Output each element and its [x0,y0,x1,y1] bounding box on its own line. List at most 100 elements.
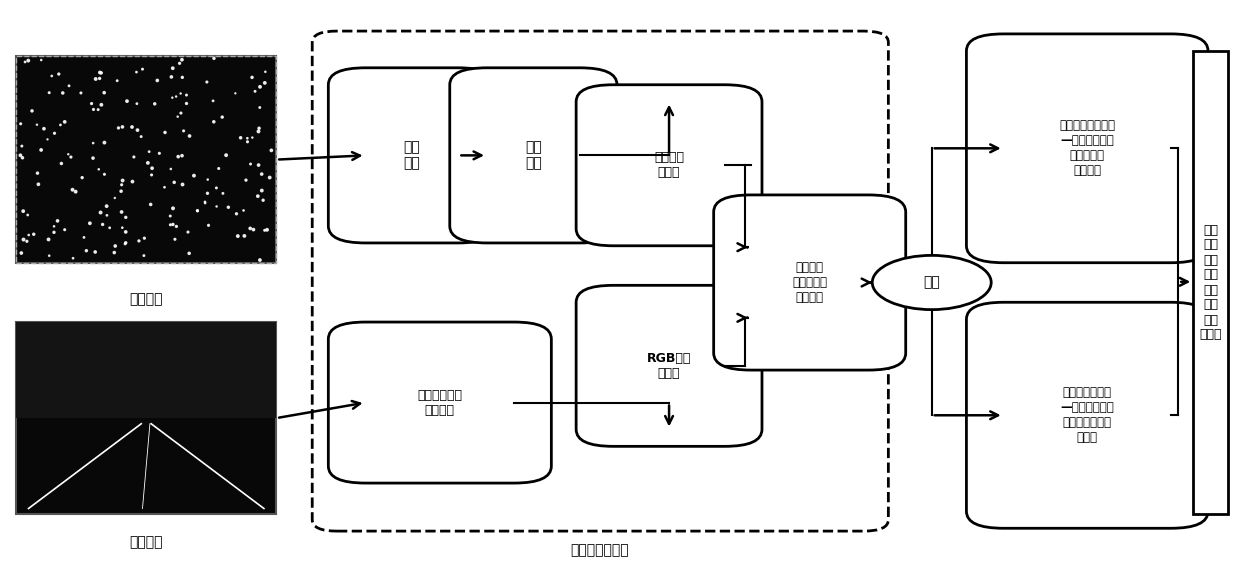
FancyBboxPatch shape [328,68,496,243]
Point [115,238,135,247]
Point [83,154,103,163]
Point [207,202,227,211]
Point [187,206,207,215]
Point [12,142,32,151]
Point [197,189,217,198]
Point [28,180,48,189]
Point [212,112,232,121]
Point [94,170,114,179]
Point [172,55,192,64]
Point [187,206,207,215]
Point [172,151,192,160]
Point [89,165,109,174]
Point [27,120,47,129]
Point [27,168,47,177]
Point [195,197,214,206]
Text: 图片数据: 图片数据 [129,536,164,549]
Point [180,249,199,258]
Point [90,68,110,77]
Text: 激光点云
候选框: 激光点云 候选框 [654,151,684,179]
Point [172,73,192,82]
Point [177,99,197,108]
Point [11,249,31,258]
Point [227,209,247,218]
Point [58,150,78,159]
Point [240,224,260,233]
Point [166,222,186,231]
Point [165,178,185,187]
Point [242,73,261,82]
Point [249,160,269,170]
Point [33,124,53,133]
FancyBboxPatch shape [576,285,762,446]
Point [12,153,32,162]
Point [161,72,181,81]
Point [48,69,68,79]
FancyBboxPatch shape [576,85,762,246]
Point [55,118,74,127]
Point [230,133,250,142]
Point [14,207,33,216]
Point [59,81,79,90]
Point [128,125,147,134]
Point [180,132,199,141]
Point [85,75,105,84]
Point [42,71,62,80]
Point [225,89,245,98]
Point [129,236,149,245]
Point [90,208,110,217]
Point [250,255,270,264]
Point [53,89,73,98]
Point [81,219,100,228]
Point [171,108,191,118]
Point [72,173,92,182]
Point [45,222,64,231]
Point [109,123,129,132]
Point [234,206,254,215]
Point [31,145,51,154]
Point [177,90,197,99]
Point [228,232,248,241]
Point [243,133,263,142]
Circle shape [872,255,991,310]
Point [185,171,204,180]
Point [92,100,112,109]
Point [160,211,180,220]
Point [260,173,280,182]
Point [45,129,64,138]
Point [244,225,264,234]
Point [66,187,85,196]
Text: 点晰
投射: 点晰 投射 [404,140,420,171]
FancyBboxPatch shape [714,195,906,370]
Point [150,149,170,158]
Point [77,246,97,255]
Text: 卷积神经网络
特征提取: 卷积神经网络 特征提取 [418,389,462,416]
Point [252,186,271,195]
Point [24,230,43,239]
Point [240,159,260,168]
Text: 点云数据: 点云数据 [129,293,164,306]
Point [104,248,124,257]
FancyBboxPatch shape [328,322,551,483]
Point [105,241,125,250]
Point [31,55,51,64]
Point [113,123,133,132]
Point [169,152,188,161]
Point [112,180,131,189]
Point [216,151,235,160]
Point [123,123,142,132]
Point [141,200,161,209]
Point [61,153,81,162]
Point [123,177,142,186]
Point [97,202,116,211]
Point [38,235,58,244]
Point [97,211,116,220]
Point [116,213,136,222]
Point [94,88,114,97]
Bar [16,322,276,418]
Point [245,87,265,96]
Point [172,180,192,189]
Point [71,88,90,97]
Text: 候选框特征提取: 候选框特征提取 [570,543,629,557]
Point [238,137,258,146]
